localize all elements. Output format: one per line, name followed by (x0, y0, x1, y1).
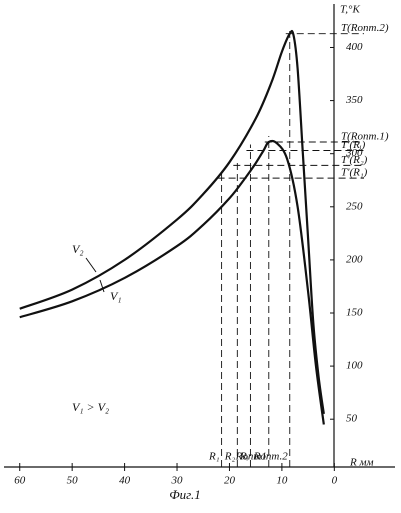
y-tick-label: 350 (345, 94, 363, 106)
marker-x-label: Rопт.2 (253, 451, 289, 463)
x-tick-label: 30 (171, 475, 184, 487)
marker-y-label: T(Rопт.2) (341, 22, 389, 34)
y-axis-label: T,°K (340, 4, 360, 16)
y-tick-label: 50 (346, 413, 358, 425)
leader-line (85, 257, 97, 273)
x-axis-label: R мм (349, 457, 374, 469)
dashed-guide (246, 144, 364, 467)
y-tick-label: 200 (346, 253, 363, 265)
x-tick-label: 0 (332, 475, 338, 487)
curve (19, 139, 325, 425)
marker-x-label: Rᵢ (239, 451, 249, 463)
marker-y-label: T(Rопт.1) (341, 131, 389, 143)
x-tick-label: 20 (224, 475, 236, 487)
x-tick-label: 60 (14, 475, 26, 487)
dashed-guide (285, 27, 364, 467)
marker-y-label: T'(R₂) (341, 154, 368, 166)
x-tick-label: 10 (276, 475, 288, 487)
marker-x-label: Rопт1 (235, 451, 267, 463)
x-tick-label: 40 (119, 475, 131, 487)
y-tick-label: 150 (346, 307, 363, 319)
x-tick-label: 50 (67, 475, 79, 487)
note: V₁ > V₂ (72, 400, 109, 414)
series-label: V₂ (72, 242, 84, 256)
y-tick-label: 250 (346, 200, 363, 212)
dashed-guide (233, 159, 364, 467)
series-label: V₁ (110, 289, 122, 303)
caption: Фиг.1 (169, 487, 201, 502)
y-tick-label: 400 (346, 41, 363, 53)
marker-x-label: R₂ (224, 451, 236, 463)
curve (19, 29, 325, 415)
marker-x-label: R₁ (208, 451, 220, 463)
leader-line (99, 279, 105, 293)
dashed-guide (264, 136, 364, 467)
marker-y-label: T'(R₁) (341, 167, 368, 179)
dashed-guide (217, 172, 364, 467)
y-tick-label: 100 (346, 360, 363, 372)
